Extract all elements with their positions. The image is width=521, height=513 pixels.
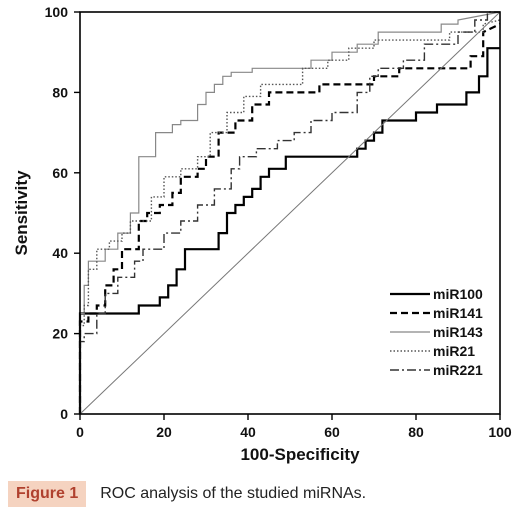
- y-tick-label: 100: [45, 4, 69, 20]
- roc-chart-svg: 0 20 40 60 80 100 0 20 40 60 80 100 100-Specificity S…: [12, 4, 512, 464]
- legend-label-mir100: miR100: [433, 286, 483, 302]
- figure-caption-text: ROC analysis of the studied miRNAs.: [100, 485, 367, 502]
- y-tick-label: 60: [52, 165, 68, 181]
- series-line-mir100: [78, 47, 500, 414]
- series-line-mir143: [79, 11, 501, 414]
- series-line-mir141: [78, 23, 501, 414]
- y-tick-label: 0: [60, 406, 68, 422]
- legend-label-mir21: miR21: [433, 343, 475, 359]
- legend-label-mir141: miR141: [433, 305, 483, 321]
- series-line-mir21: [79, 19, 501, 414]
- figure-caption: Figure 1 ROC analysis of the studied miR…: [8, 480, 366, 508]
- y-axis-title: Sensitivity: [12, 170, 31, 256]
- x-axis-title: 100-Specificity: [240, 445, 360, 464]
- figure-label: Figure 1: [8, 481, 87, 507]
- x-tick-label: 60: [324, 424, 340, 440]
- reference-diagonal-line: [79, 11, 501, 415]
- x-tick-label: 0: [76, 424, 84, 440]
- x-tick-label: 40: [240, 424, 256, 440]
- x-tick-label: 100: [488, 424, 512, 440]
- plot-frame: [79, 11, 501, 415]
- roc-chart: 0 20 40 60 80 100 0 20 40 60 80 100 100-Specificity S…: [12, 4, 512, 464]
- y-tick-label: 40: [52, 245, 68, 261]
- y-tick-label: 80: [52, 84, 68, 100]
- legend-label-mir221: miR221: [433, 362, 483, 378]
- series-line-mir221: [79, 11, 500, 414]
- x-tick-label: 80: [408, 424, 424, 440]
- y-tick-label: 20: [52, 326, 68, 342]
- x-tick-label: 20: [156, 424, 172, 440]
- legend-label-mir143: miR143: [433, 324, 483, 340]
